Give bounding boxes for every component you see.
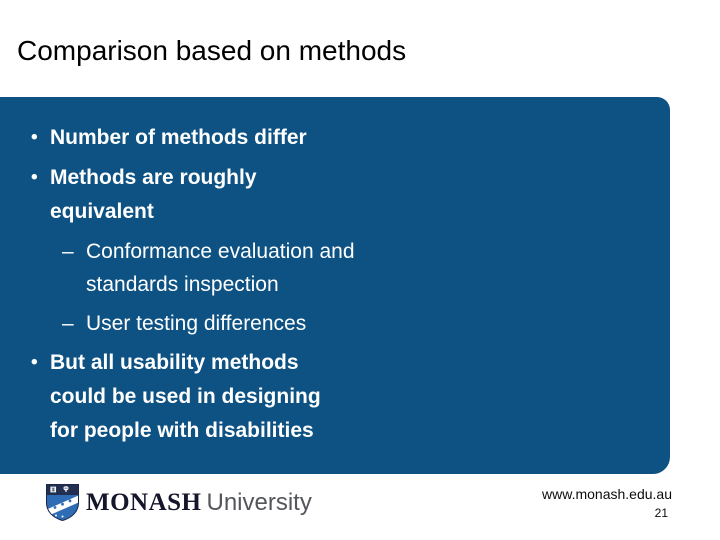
university-wordmark: University [206,488,312,516]
content-box: • Number of methods differ • Methods are… [0,97,670,474]
sub-bullet-item: – User testing differences [0,307,670,340]
sub-bullet-text: User testing differences [86,312,307,335]
bullet-text: Number of methods differ [50,126,307,149]
footer-url: www.monash.edu.au [542,486,672,502]
bullet-item: • Number of methods differ [0,121,670,155]
bullet-item: • But all usability methods could be use… [0,346,670,448]
dash-marker: – [62,312,74,335]
bullet-text: Methods are roughly equivalent [50,166,257,223]
monash-wordmark: MONASH [86,488,202,516]
monash-logo: MONASH University [46,484,312,521]
bullet-marker: • [31,127,38,148]
monash-shield-icon [46,484,79,521]
page-number: 21 [654,506,668,520]
sub-bullet-item: – Conformance evaluation and standards i… [0,235,670,301]
bullet-item: • Methods are roughly equivalent [0,161,670,229]
bullet-marker: • [31,167,38,188]
slide-title: Comparison based on methods [17,35,407,66]
bullet-marker: • [31,352,38,373]
sub-bullet-text: Conformance evaluation and standards ins… [86,240,355,296]
dash-marker: – [62,240,74,263]
bullet-text: But all usability methods could be used … [50,351,321,442]
